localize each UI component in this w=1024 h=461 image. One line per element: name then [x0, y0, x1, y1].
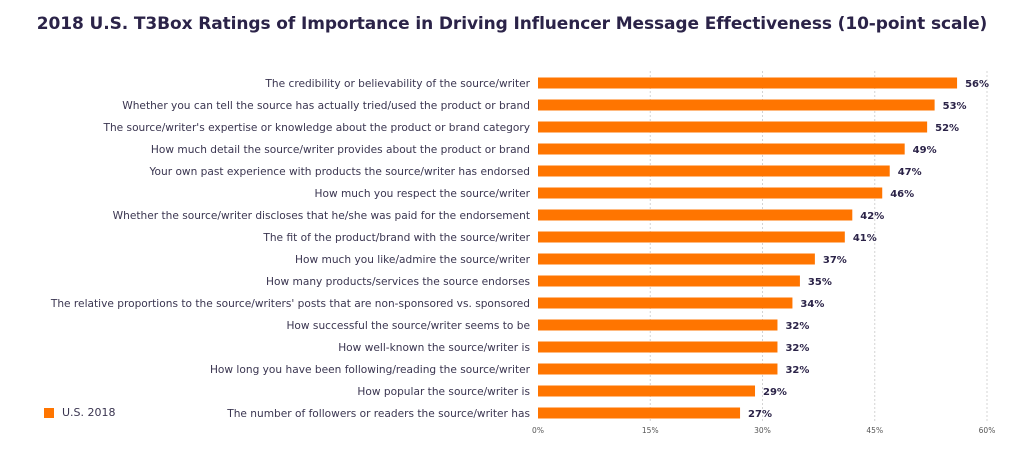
- x-axis-ticks: 0% 15% 30% 45% 60%: [532, 426, 995, 435]
- chart-title: 2018 U.S. T3Box Ratings of Importance in…: [36, 14, 988, 34]
- category-label: The fit of the product/brand with the so…: [262, 232, 530, 244]
- value-label: 32%: [785, 343, 809, 354]
- value-label: 47%: [898, 167, 922, 178]
- value-label: 37%: [823, 255, 847, 266]
- value-labels: 56% 53% 52% 49% 47% 46% 42% 41% 37% 35% 34% 32% 32% 3…: [748, 79, 989, 420]
- value-label: 46%: [890, 189, 914, 200]
- value-label: 53%: [943, 101, 967, 112]
- legend-label: U.S. 2018: [62, 406, 116, 419]
- bar: [538, 297, 793, 309]
- bar: [538, 99, 935, 111]
- x-tick-label: 30%: [754, 426, 771, 435]
- bar: [538, 209, 853, 221]
- category-label: The relative proportions to the source/w…: [50, 298, 530, 310]
- value-label: 49%: [913, 145, 937, 156]
- bar: [538, 407, 741, 419]
- category-label: How well-known the source/writer is: [338, 342, 530, 354]
- category-label: Your own past experience with products t…: [148, 166, 530, 178]
- category-label: How popular the source/writer is: [357, 386, 530, 398]
- bar: [538, 319, 778, 331]
- bar: [538, 143, 905, 155]
- x-tick-label: 15%: [642, 426, 659, 435]
- bar: [538, 253, 815, 265]
- value-label: 29%: [763, 387, 787, 398]
- category-label: How successful the source/writer seems t…: [286, 320, 530, 332]
- bar: [538, 363, 778, 375]
- x-tick-label: 0%: [532, 426, 544, 435]
- x-tick-label: 60%: [979, 426, 996, 435]
- bar: [538, 341, 778, 353]
- value-label: 56%: [965, 79, 989, 90]
- category-label: Whether you can tell the source has actu…: [122, 100, 530, 112]
- bar: [538, 275, 800, 287]
- value-label: 41%: [853, 233, 877, 244]
- legend-swatch: [44, 407, 54, 418]
- category-label: The credibility or believability of the …: [264, 78, 530, 90]
- category-label: Whether the source/writer discloses that…: [113, 210, 530, 222]
- value-label: 52%: [935, 123, 959, 134]
- bar: [538, 121, 928, 133]
- legend: U.S. 2018: [44, 406, 116, 419]
- bar: [538, 231, 845, 243]
- category-label: How long you have been following/reading…: [210, 364, 531, 376]
- value-label: 32%: [785, 321, 809, 332]
- bar: [538, 385, 756, 397]
- category-label: How much detail the source/writer provid…: [151, 144, 530, 156]
- bar: [538, 77, 958, 89]
- value-label: 34%: [800, 299, 824, 310]
- category-label: How much you respect the source/writer: [315, 188, 531, 200]
- value-label: 27%: [748, 409, 772, 420]
- bar: [538, 165, 890, 177]
- bar: [538, 187, 883, 199]
- value-label: 35%: [808, 277, 832, 288]
- category-label: How much you like/admire the source/writ…: [295, 254, 531, 266]
- x-tick-label: 45%: [866, 426, 883, 435]
- category-label: How many products/services the source en…: [266, 276, 530, 288]
- category-label: The source/writer's expertise or knowled…: [102, 122, 530, 134]
- bars: [538, 77, 958, 419]
- category-labels: The credibility or believability of the …: [50, 78, 531, 420]
- value-label: 32%: [785, 365, 809, 376]
- category-label: The number of followers or readers the s…: [226, 408, 530, 420]
- value-label: 42%: [860, 211, 884, 222]
